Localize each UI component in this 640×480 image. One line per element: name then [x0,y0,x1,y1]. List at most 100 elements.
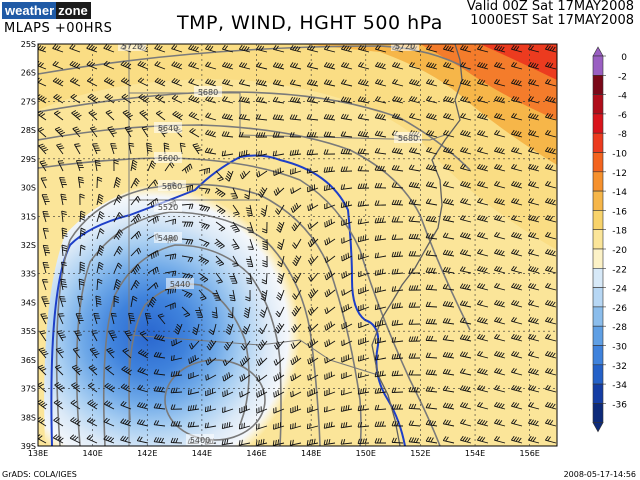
wind-barb [323,96,336,104]
wind-barb [170,370,183,377]
wind-barb [181,238,194,245]
wind-barb [459,334,472,342]
wind-barb [341,372,353,380]
wind-barb [442,129,455,138]
wind-barb [187,404,200,412]
colorbar-segment [592,306,604,327]
wind-barb [247,238,254,250]
wind-barb [78,278,85,291]
wind-barb [181,289,193,299]
wind-barb [425,318,438,325]
wind-barb [358,304,370,312]
colorbar-top-arrow [592,46,604,57]
wind-barb [374,165,387,172]
wind-barb [459,180,472,189]
wind-barb [262,221,268,234]
wind-barb [442,215,455,223]
wind-barb [229,289,236,302]
wind-barb [157,313,166,325]
wind-barb [215,170,224,182]
wind-barb [89,347,100,359]
wind-barb [259,306,268,318]
wind-barb [164,218,177,225]
wind-barb [291,305,302,317]
wind-barb [442,44,455,53]
wind-barb [130,247,142,257]
wind-barb [87,399,98,410]
wind-barb [122,348,132,359]
wind-barb [306,149,319,156]
wind-barb [340,200,353,208]
wind-barb [459,129,472,138]
wind-barb [341,289,353,296]
wind-barb [227,306,234,319]
wind-barb [493,248,506,257]
wind-barb [510,316,523,325]
wind-barb [307,203,319,212]
wind-barb [58,313,65,325]
wind-barb [476,61,489,70]
wind-barb [147,282,159,291]
wind-barb [374,387,387,394]
wind-barb [256,388,268,398]
wind-barb [307,237,319,248]
wind-barb [324,339,336,348]
wind-barb [425,403,438,410]
wind-barb [425,267,438,274]
wind-barb [104,382,115,393]
wind-barb [493,333,506,342]
wind-barb [214,187,226,198]
wind-barb [459,283,472,291]
wind-barb [61,244,68,257]
wind-barb [323,166,336,173]
wind-barb [120,383,132,393]
wind-barb [61,227,68,240]
wind-barb [527,333,540,342]
wind-barb [290,202,302,213]
wind-barb [323,406,336,413]
colorbar-label: -20 [612,246,627,256]
colorbar-label: -10 [612,150,627,160]
wind-barb [120,401,132,410]
colorbar-label: -14 [612,188,627,198]
wind-barb [290,340,302,350]
wind-barb [374,370,387,378]
wind-barb [146,142,153,155]
wind-barb [215,204,226,215]
wind-barb [71,382,81,393]
wind-barb [272,79,285,87]
wind-barb [324,306,336,315]
wind-barb [357,404,370,412]
wind-barb [341,354,353,363]
wind-barb [41,194,50,206]
wind-barb [340,61,353,70]
wind-barb [52,77,64,87]
colorbar-segment [592,113,604,134]
wind-barb [510,163,523,172]
wind-barb [408,403,421,410]
wind-barb [74,330,82,342]
model-label: MLAPS +00HRS [4,21,113,36]
wind-barb [527,61,540,70]
wind-barb [205,374,217,381]
wind-barb [79,244,86,257]
wind-barb [544,299,557,308]
wind-barb [408,147,421,155]
wind-barb [357,44,370,53]
wind-barb [391,164,404,172]
wind-barb [408,112,421,121]
wind-barb [323,79,336,87]
wind-barb [340,389,353,396]
wind-barb [374,113,387,121]
wind-barb [527,316,540,325]
wind-barb [260,204,268,217]
wind-barb [241,323,251,335]
wind-barb [493,146,506,155]
wind-barb [425,386,438,393]
wind-barb [476,129,489,138]
contour-5600 [38,157,441,446]
wind-barb [92,143,101,155]
wind-barb [38,77,47,87]
wind-barb [113,159,119,172]
colorbar-label: -28 [612,323,627,333]
